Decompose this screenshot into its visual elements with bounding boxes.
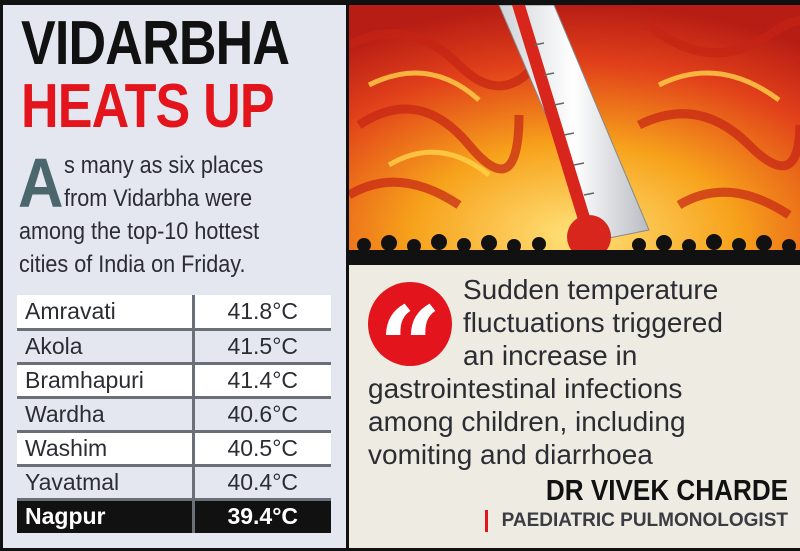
quote-line: an increase in (463, 340, 638, 371)
table-row: Amravati 41.8°C (17, 295, 331, 331)
table-row: Bramhapuri 41.4°C (17, 363, 331, 399)
quote-line: vomiting and diarrhoea (368, 439, 653, 470)
quote-text: Sudden temperature fluctuations triggere… (368, 273, 723, 471)
flame-streaks (349, 16, 800, 219)
thermometer-icon (498, 5, 650, 259)
temperature: 39.4°C (191, 499, 331, 533)
headline-line1: VIDARBHA (21, 9, 290, 78)
city-name: Amravati (17, 295, 193, 331)
quote-panel: “ Sudden temperature fluctuations trigge… (349, 265, 800, 548)
quote-line: among children, including (368, 406, 686, 437)
temperature: 40.4°C (191, 465, 331, 501)
headline-line2: HEATS UP (21, 72, 275, 141)
city-name: Nagpur (17, 499, 193, 533)
intro-line: s many as six places (64, 152, 264, 179)
city-name: Yavatmal (17, 465, 193, 501)
city-name: Washim (17, 431, 193, 467)
temperature: 40.6°C (191, 397, 331, 433)
intro-text: s many as six places from Vidarbha were … (19, 149, 316, 281)
table-row: Yavatmal 40.4°C (17, 465, 331, 501)
drop-cap: A (18, 144, 64, 222)
temperature: 41.8°C (191, 295, 331, 331)
author-role: PAEDIATRIC PULMONOLOGIST (484, 510, 788, 532)
intro-line: from Vidarbha were (64, 185, 253, 212)
table-row: Wardha 40.6°C (17, 397, 331, 433)
intro-line: among the top-10 hottest (19, 218, 260, 245)
quote-author: DR VIVEK CHARDE (545, 475, 788, 507)
temperature: 41.5°C (191, 329, 331, 365)
thermometer-heat-illustration (349, 5, 800, 262)
city-name: Akola (17, 329, 193, 365)
table-row-highlighted: Nagpur 39.4°C (17, 499, 331, 533)
table-row: Akola 41.5°C (17, 329, 331, 365)
quote-line: fluctuations triggered (463, 307, 723, 338)
temperature: 40.5°C (191, 431, 331, 467)
crowd-silhouette (349, 234, 800, 262)
left-panel: VIDARBHA HEATS UP A s many as six places… (3, 5, 346, 548)
city-name: Wardha (17, 397, 193, 433)
temperature-table: Amravati 41.8°C Akola 41.5°C Bramhapuri 41.… (17, 295, 331, 533)
table-row: Washim 40.5°C (17, 431, 331, 467)
intro-line: cities of India on Friday. (19, 251, 246, 278)
temperature: 41.4°C (191, 363, 331, 399)
city-name: Bramhapuri (17, 363, 193, 399)
quote-line: Sudden temperature (463, 274, 719, 305)
quote-line: gastrointestinal infections (368, 373, 683, 404)
